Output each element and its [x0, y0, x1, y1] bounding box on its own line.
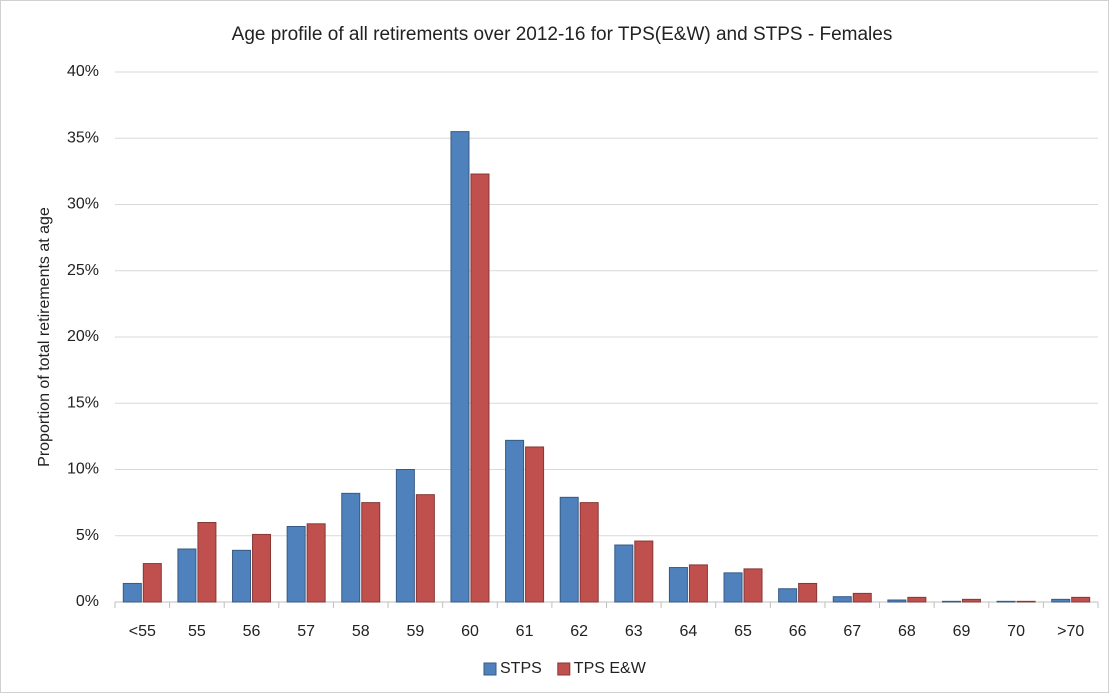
bar [996, 600, 1016, 603]
x-tick-label: 69 [953, 623, 971, 640]
y-tick-label: 40% [67, 63, 99, 80]
bar [887, 599, 907, 603]
bar [415, 494, 435, 603]
legend-label: TPS E&W [574, 660, 647, 677]
bar [832, 596, 852, 603]
bar [778, 588, 798, 603]
y-tick-label: 0% [76, 593, 99, 610]
x-tick-label: 60 [461, 623, 479, 640]
bar [122, 582, 142, 603]
x-tick-label: 59 [406, 623, 424, 640]
bar [907, 596, 927, 603]
bar [723, 572, 743, 603]
x-tick-label: 70 [1007, 623, 1025, 640]
bar [395, 469, 415, 603]
legend-swatch [557, 662, 571, 676]
y-tick-label: 10% [67, 461, 99, 478]
x-tick-label: <55 [129, 623, 156, 640]
y-tick-label: 35% [67, 129, 99, 146]
bar [232, 549, 252, 603]
x-tick-label: 62 [570, 623, 588, 640]
chart-title: Age profile of all retirements over 2012… [232, 24, 893, 45]
bar [450, 131, 470, 603]
bar [361, 502, 381, 603]
x-tick-label: 63 [625, 623, 643, 640]
x-tick-label: 66 [789, 623, 807, 640]
bar [505, 439, 525, 603]
bar [1051, 598, 1071, 603]
bar [941, 600, 961, 603]
bar [688, 564, 708, 603]
bar [614, 544, 634, 603]
bar [798, 582, 818, 603]
bar [579, 502, 599, 603]
y-tick-label: 5% [76, 527, 99, 544]
bar [177, 548, 197, 603]
y-tick-label: 25% [67, 262, 99, 279]
y-tick-label: 15% [67, 394, 99, 411]
bar [852, 592, 872, 603]
bar [470, 173, 490, 603]
bar [1071, 596, 1091, 603]
x-tick-label: 61 [516, 623, 534, 640]
bar [197, 522, 217, 603]
bar [341, 492, 361, 603]
legend-label: STPS [500, 660, 542, 677]
x-tick-label: 68 [898, 623, 916, 640]
bar [559, 496, 579, 603]
x-tick-label: 67 [843, 623, 861, 640]
bar [525, 446, 545, 603]
bar [961, 598, 981, 603]
y-tick-label: 20% [67, 328, 99, 345]
bar [306, 523, 326, 603]
x-tick-label: 57 [297, 623, 315, 640]
x-tick-label: 58 [352, 623, 370, 640]
bar [634, 540, 654, 603]
x-tick-label: 65 [734, 623, 752, 640]
bar [142, 563, 162, 603]
x-tick-label: 64 [680, 623, 698, 640]
x-tick-label: 55 [188, 623, 206, 640]
bar [668, 567, 688, 603]
bar [252, 533, 272, 603]
x-tick-label: >70 [1057, 623, 1084, 640]
bar [743, 568, 763, 603]
y-axis-label: Proportion of total retirements at age [36, 207, 53, 467]
x-tick-label: 56 [243, 623, 261, 640]
legend-swatch [483, 662, 497, 676]
y-tick-label: 30% [67, 196, 99, 213]
bar [286, 525, 306, 603]
bar [1016, 600, 1036, 603]
